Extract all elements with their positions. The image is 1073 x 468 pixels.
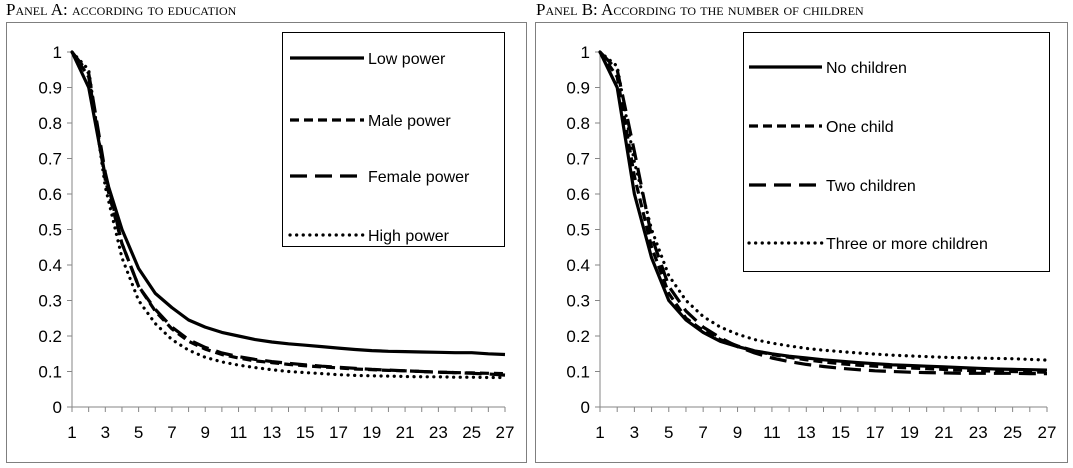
legend-label: Female power (368, 169, 470, 186)
y-tick-label: 1 (581, 43, 590, 62)
series-line-1 (70, 51, 506, 357)
y-tick-label: 0.2 (38, 327, 62, 346)
y-tick-label: 0.9 (38, 79, 62, 98)
x-tick-label: 23 (429, 423, 448, 442)
x-tick-label: 7 (698, 423, 707, 442)
x-tick-label: 21 (934, 423, 953, 442)
y-tick-label: 0.3 (566, 292, 590, 311)
x-tick-label: 13 (797, 423, 816, 442)
x-tick-label: 19 (900, 423, 919, 442)
y-tick-label: 0.1 (38, 363, 62, 382)
x-tick-label: 15 (296, 423, 315, 442)
x-tick-label: 5 (134, 423, 143, 442)
x-tick-label: 27 (1038, 423, 1057, 442)
y-tick-label: 0.5 (566, 221, 590, 240)
x-tick-label: 9 (200, 423, 209, 442)
y-tick-label: 0.4 (38, 256, 62, 275)
x-tick-label: 25 (462, 423, 481, 442)
legend-label: Low power (368, 51, 446, 68)
legend-label: High power (368, 228, 450, 245)
y-tick-label: 0.7 (566, 150, 590, 169)
y-tick-label: 0.5 (38, 221, 62, 240)
x-tick-label: 11 (763, 423, 781, 442)
y-tick-label: 0.9 (566, 79, 590, 98)
legend-label: One child (826, 119, 894, 136)
y-tick-label: 0.3 (38, 292, 62, 311)
y-tick-label: 0.4 (566, 256, 590, 275)
x-tick-label: 13 (262, 423, 281, 442)
panel-a-title: Panel A: according to education (6, 0, 237, 19)
legend-label: Three or more children (826, 236, 988, 253)
panel-b-chart: 00.10.20.30.40.50.60.70.80.911 3 5 7 9 11 13 15… (535, 22, 1068, 463)
series-line-2 (598, 51, 1048, 374)
x-tick-label: 17 (866, 423, 885, 442)
series-line-1 (598, 51, 1048, 372)
x-tick-label: 9 (733, 423, 742, 442)
chart-frame (6, 22, 527, 463)
x-tick-label: 11 (230, 423, 248, 442)
x-tick-label: 17 (329, 423, 348, 442)
chart-frame (535, 22, 1068, 463)
legend-label: Male power (368, 113, 451, 130)
x-tick-label: 1 (67, 423, 76, 442)
series-line-4 (598, 50, 1049, 362)
y-tick-label: 0 (53, 398, 62, 417)
legend-label: Two children (826, 178, 916, 195)
y-tick-label: 0.6 (566, 185, 590, 204)
x-tick-label: 23 (969, 423, 988, 442)
x-tick-label: 25 (1003, 423, 1022, 442)
legend-box (743, 32, 1050, 272)
series-line-3 (598, 50, 1047, 376)
y-tick-label: 0.7 (38, 150, 62, 169)
x-tick-label: 27 (496, 423, 515, 442)
legend-box (282, 32, 505, 247)
x-tick-label: 1 (595, 423, 604, 442)
y-tick-label: 0.2 (566, 327, 590, 346)
y-tick-label: 0.8 (566, 114, 590, 133)
x-tick-label: 3 (630, 423, 639, 442)
y-tick-label: 0.8 (38, 114, 62, 133)
x-tick-label: 3 (101, 423, 110, 442)
panel-a-chart: 00.10.20.30.40.50.60.70.80.911 3 5 7 9 11 13 15… (6, 22, 527, 463)
y-tick-label: 1 (53, 43, 62, 62)
legend-label: No children (826, 60, 907, 77)
panel-b-title: Panel B: According to the number of chil… (536, 0, 864, 19)
y-tick-label: 0 (581, 398, 590, 417)
y-tick-label: 0.1 (566, 363, 590, 382)
series-line-4 (70, 50, 507, 380)
x-tick-label: 15 (831, 423, 850, 442)
x-tick-label: 5 (664, 423, 673, 442)
y-tick-label: 0.6 (38, 185, 62, 204)
x-tick-label: 7 (167, 423, 176, 442)
x-tick-label: 19 (362, 423, 381, 442)
x-tick-label: 21 (396, 423, 415, 442)
series-line-3 (70, 51, 506, 377)
